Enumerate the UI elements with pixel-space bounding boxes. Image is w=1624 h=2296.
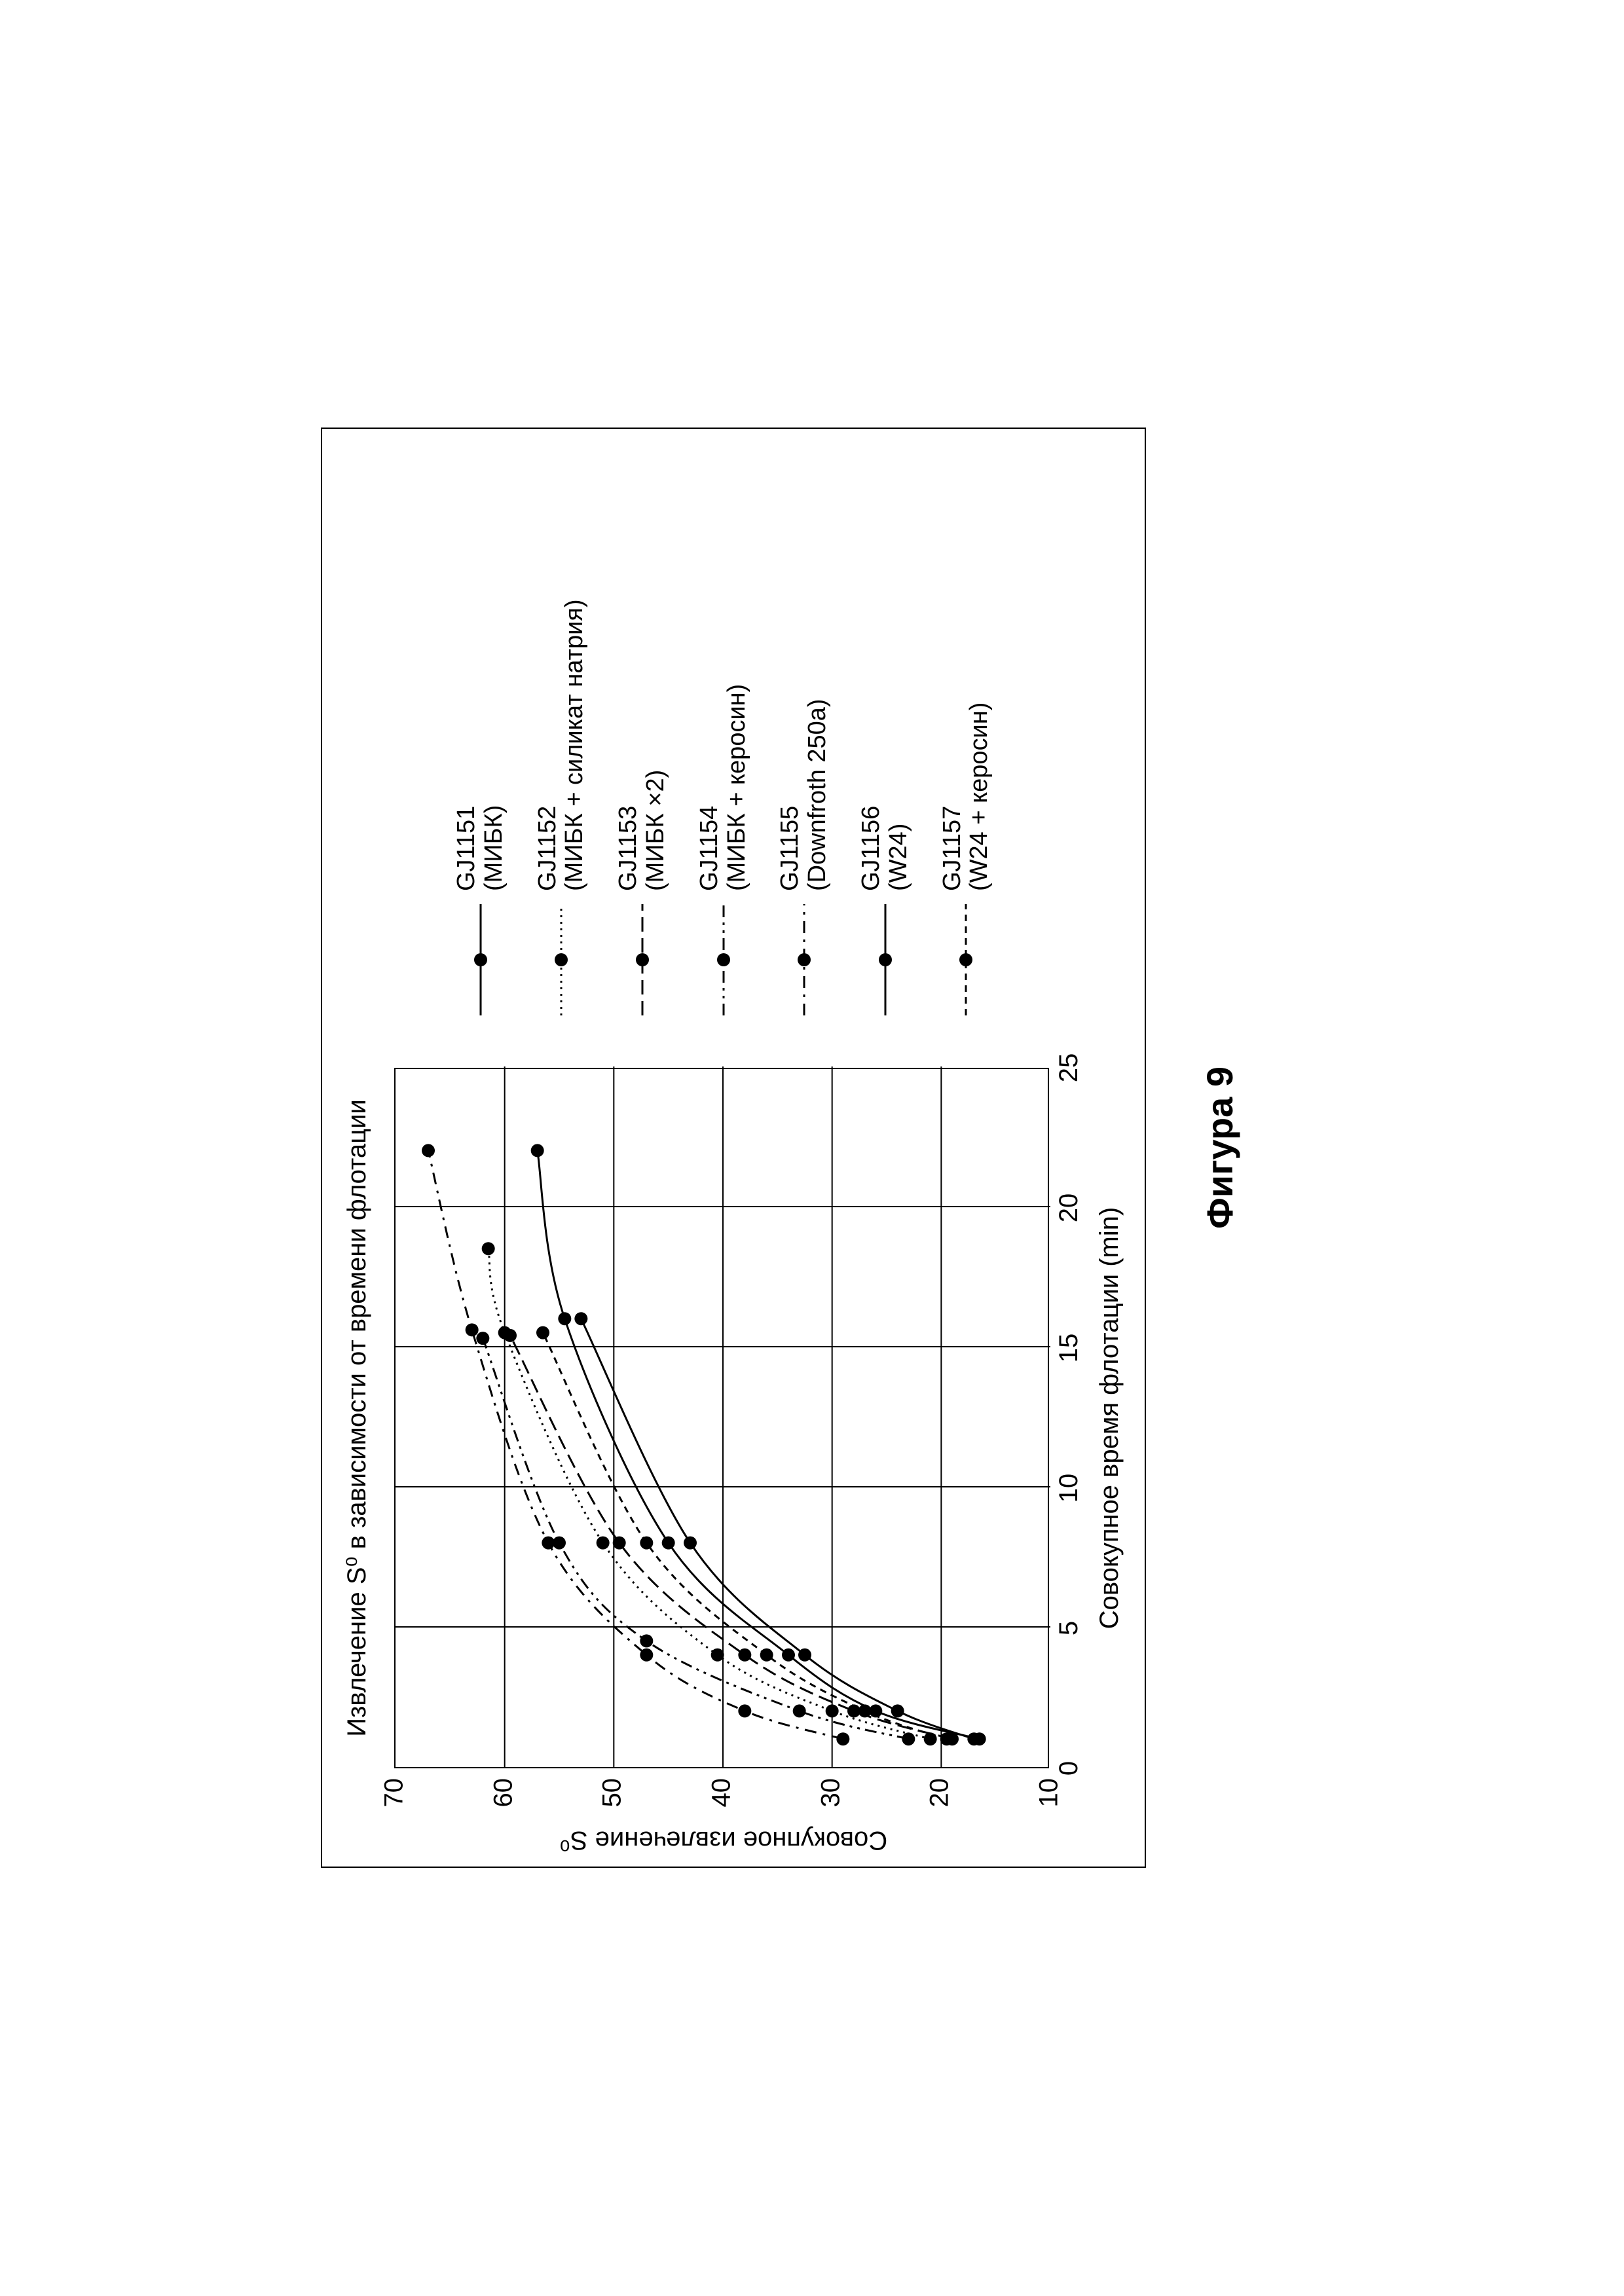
- y-tick: 50: [598, 1778, 627, 1831]
- legend-item: GJ1155(Downfroth 250a): [777, 452, 832, 1015]
- legend-swatch: [548, 904, 574, 1015]
- chart-title: Извлечение S⁰ в зависимости от времени ф…: [342, 1068, 372, 1768]
- legend-swatch: [710, 904, 737, 1015]
- y-tick: 20: [925, 1778, 955, 1831]
- x-tick: 5: [1054, 1621, 1084, 1635]
- legend-swatch: [468, 904, 494, 1015]
- plot-area: [394, 1068, 1049, 1768]
- legend-label: GJ1154(МИБК + керосин): [696, 684, 751, 891]
- legend: GJ1151(МИБК) GJ1152(МИБК + силикат натрия…: [453, 452, 1020, 1015]
- legend-label: GJ1153(МИБК ×2): [615, 770, 670, 891]
- legend-item: GJ1151(МИБК): [453, 452, 508, 1015]
- y-axis-label: Совокупное извлечение S⁰: [396, 1825, 1051, 1855]
- y-tick: 60: [489, 1778, 518, 1831]
- x-tick: 25: [1054, 1053, 1084, 1083]
- y-tick: 30: [816, 1778, 845, 1831]
- x-axis-label: Совокупное время флотации (min): [1095, 1068, 1124, 1768]
- y-tick: 10: [1035, 1778, 1064, 1831]
- legend-swatch: [953, 904, 979, 1015]
- figure-caption: Фигура 9: [1198, 428, 1241, 1868]
- figure: Извлечение S⁰ в зависимости от времени ф…: [321, 428, 1303, 1868]
- legend-item: GJ1154(МИБК + керосин): [696, 452, 751, 1015]
- legend-label: GJ1151(МИБК): [453, 805, 508, 891]
- legend-label: GJ1156(W24): [858, 806, 913, 891]
- x-tick: 15: [1054, 1334, 1084, 1363]
- legend-item: GJ1152(МИБК + силикат натрия): [534, 452, 589, 1015]
- line-chart-svg: [396, 1066, 1050, 1767]
- x-tick: 0: [1054, 1761, 1084, 1776]
- legend-swatch: [791, 904, 817, 1015]
- y-tick: 70: [380, 1778, 409, 1831]
- legend-swatch: [629, 904, 655, 1015]
- legend-label: GJ1152(МИБК + силикат натрия): [534, 599, 589, 891]
- legend-item: GJ1157(W24 + керосин): [939, 452, 994, 1015]
- legend-swatch: [872, 904, 898, 1015]
- y-tick: 40: [707, 1778, 737, 1831]
- legend-item: GJ1153(МИБК ×2): [615, 452, 670, 1015]
- legend-label: GJ1155(Downfroth 250a): [777, 699, 832, 891]
- page: Извлечение S⁰ в зависимости от времени ф…: [0, 0, 1624, 2296]
- outer-frame: Извлечение S⁰ в зависимости от времени ф…: [321, 428, 1146, 1868]
- x-tick: 10: [1054, 1474, 1084, 1503]
- legend-item: GJ1156(W24): [858, 452, 913, 1015]
- legend-label: GJ1157(W24 + керосин): [939, 702, 994, 891]
- x-tick: 20: [1054, 1194, 1084, 1223]
- rotated-figure-wrapper: Извлечение S⁰ в зависимости от времени ф…: [321, 428, 1303, 1868]
